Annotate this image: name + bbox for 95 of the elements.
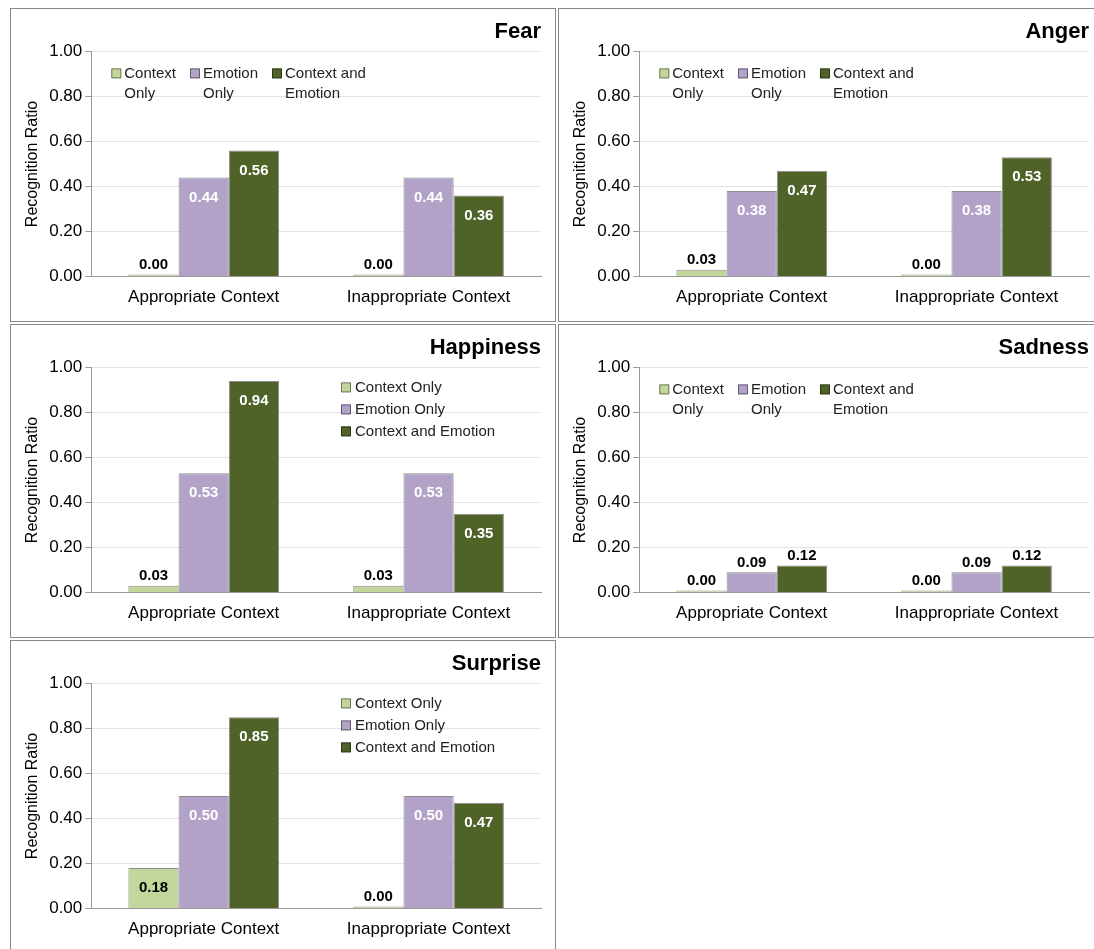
- data-label: 0.53: [413, 483, 444, 501]
- data-label: 0.36: [464, 205, 494, 223]
- y-tick-label: 0.60: [49, 763, 83, 783]
- legend-label: Emotion Only: [750, 379, 807, 417]
- legend-label: Emotion Only: [355, 399, 446, 417]
- data-label: 0.44: [189, 187, 219, 205]
- y-axis-title: Recognition Ratio: [23, 732, 41, 860]
- x-tick-label: Inappropriate Context: [346, 287, 511, 307]
- y-tick-label: 0.80: [597, 86, 631, 106]
- x-tick-label: Appropriate Context: [676, 603, 828, 623]
- x-tick-label: Appropriate Context: [128, 919, 280, 939]
- legend-label: Context Only: [355, 693, 443, 711]
- data-label: 0.50: [189, 806, 219, 824]
- legend-label: Context and Emotion: [833, 63, 914, 101]
- legend-label: Context and Emotion: [285, 63, 366, 101]
- y-tick-label: 0.00: [49, 898, 83, 918]
- legend-label: Context and Emotion: [355, 737, 496, 755]
- data-label: 0.09: [737, 552, 767, 570]
- legend-label: Context and Emotion: [355, 421, 496, 439]
- data-label: 0.38: [737, 201, 767, 219]
- y-tick-label: 0.60: [597, 447, 631, 467]
- y-tick-label: 0.40: [597, 492, 631, 512]
- y-tick-label: 0.00: [49, 582, 83, 602]
- data-label: 0.47: [787, 180, 817, 198]
- y-tick-label: 0.20: [49, 537, 83, 557]
- legend-label: Context Only: [672, 379, 725, 417]
- y-tick-label: 0.20: [49, 221, 83, 241]
- data-label: 0.03: [686, 250, 717, 268]
- y-tick-label: 1.00: [49, 41, 83, 61]
- data-label: 0.00: [363, 255, 393, 273]
- data-label: 0.38: [961, 201, 992, 219]
- chart-title: Sadness: [998, 334, 1089, 360]
- y-tick-label: 0.80: [597, 402, 631, 422]
- legend-label: Context Only: [355, 377, 443, 395]
- y-tick-label: 0.20: [597, 221, 631, 241]
- data-label: 0.03: [363, 566, 393, 584]
- legend-label: Emotion Only: [750, 63, 807, 101]
- legend-label: Context Only: [672, 63, 725, 101]
- data-label: 0.00: [911, 571, 941, 589]
- chart-title: Happiness: [429, 334, 541, 360]
- chart-title: Anger: [1025, 18, 1090, 44]
- y-tick-label: 0.80: [49, 402, 83, 422]
- data-label: 0.44: [413, 187, 444, 205]
- y-tick-label: 0.20: [597, 537, 631, 557]
- data-label: 0.00: [138, 255, 169, 273]
- y-tick-label: 0.60: [49, 447, 83, 467]
- chart-title: Surprise: [451, 650, 541, 676]
- data-label: 0.12: [1012, 546, 1042, 564]
- data-label: 0.12: [787, 546, 817, 564]
- y-tick-label: 1.00: [597, 41, 631, 61]
- y-axis-title: Recognition Ratio: [571, 416, 589, 544]
- x-tick-label: Inappropriate Context: [894, 603, 1059, 623]
- data-label: 0.00: [363, 887, 393, 905]
- chart-title: Fear: [494, 18, 542, 44]
- x-tick-label: Inappropriate Context: [894, 287, 1059, 307]
- x-tick-label: Appropriate Context: [128, 287, 280, 307]
- data-label: 0.50: [413, 806, 444, 824]
- data-label: 0.47: [464, 812, 494, 830]
- x-tick-label: Appropriate Context: [676, 287, 828, 307]
- data-label: 0.94: [239, 391, 270, 409]
- data-label: 0.85: [239, 727, 269, 745]
- y-tick-label: 0.00: [597, 266, 631, 286]
- y-tick-label: 0.40: [597, 176, 631, 196]
- y-tick-label: 0.40: [49, 176, 83, 196]
- y-tick-label: 0.60: [49, 131, 83, 151]
- data-label: 0.00: [911, 255, 941, 273]
- y-axis-title: Recognition Ratio: [23, 416, 41, 544]
- data-label: 0.03: [138, 566, 169, 584]
- data-label: 0.53: [189, 483, 219, 501]
- data-label: 0.56: [239, 160, 269, 178]
- legend-label: Emotion Only: [355, 715, 446, 733]
- y-tick-label: 0.80: [49, 86, 83, 106]
- data-label: 0.18: [138, 878, 169, 896]
- legend-label: Context Only: [124, 63, 177, 101]
- y-tick-label: 0.40: [49, 492, 83, 512]
- y-tick-label: 0.40: [49, 808, 83, 828]
- x-tick-label: Inappropriate Context: [346, 603, 511, 623]
- x-tick-label: Appropriate Context: [128, 603, 280, 623]
- y-tick-label: 0.00: [597, 582, 631, 602]
- data-label: 0.53: [1012, 167, 1042, 185]
- y-tick-label: 0.00: [49, 266, 83, 286]
- y-tick-label: 1.00: [49, 357, 83, 377]
- y-tick-label: 0.60: [597, 131, 631, 151]
- data-label: 0.00: [686, 571, 717, 589]
- y-tick-label: 0.20: [49, 853, 83, 873]
- y-axis-title: Recognition Ratio: [571, 100, 589, 228]
- y-tick-label: 0.80: [49, 718, 83, 738]
- y-tick-label: 1.00: [49, 673, 83, 693]
- data-label: 0.09: [961, 552, 992, 570]
- legend-label: Emotion Only: [202, 63, 259, 101]
- y-tick-label: 1.00: [597, 357, 631, 377]
- y-axis-title: Recognition Ratio: [23, 100, 41, 228]
- x-tick-label: Inappropriate Context: [346, 919, 511, 939]
- data-label: 0.35: [464, 523, 494, 541]
- legend-label: Context and Emotion: [833, 379, 914, 417]
